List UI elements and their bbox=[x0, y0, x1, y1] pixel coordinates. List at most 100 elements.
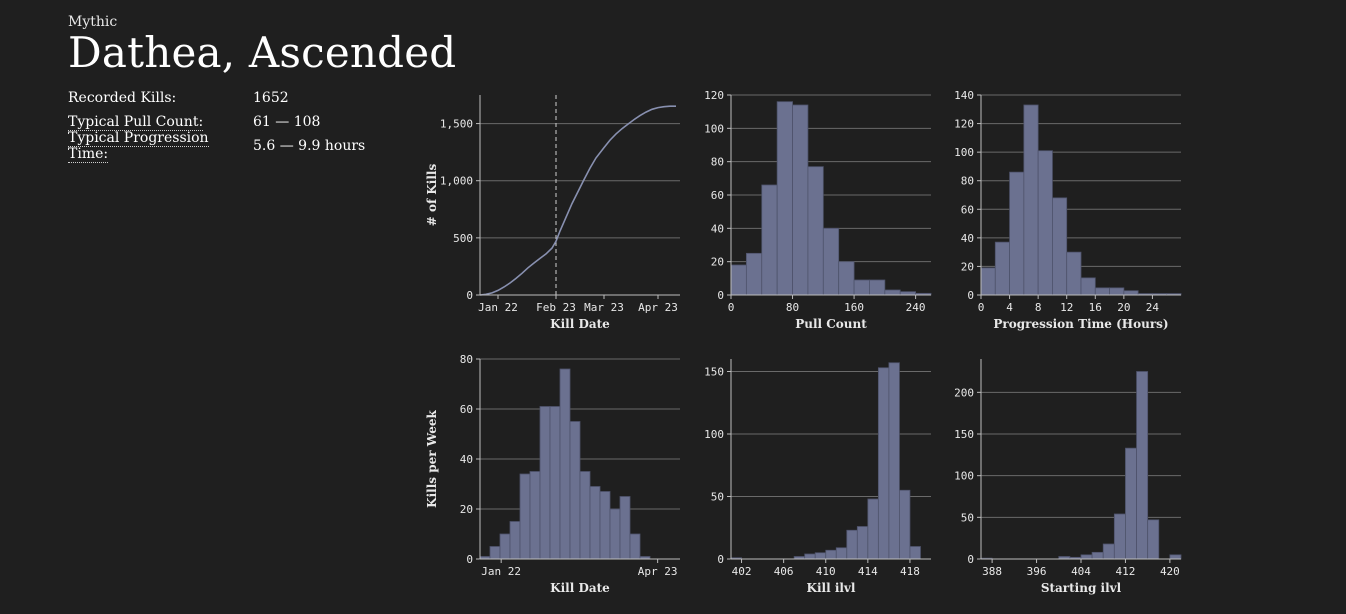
y-tick-label: 150 bbox=[704, 366, 724, 379]
y-tick-label: 40 bbox=[460, 453, 473, 466]
x-tick-label: 420 bbox=[1160, 565, 1180, 578]
histogram-bar bbox=[569, 421, 581, 560]
histogram-bar bbox=[1023, 104, 1039, 296]
y-tick-label: 120 bbox=[954, 118, 974, 131]
histogram-bar bbox=[529, 471, 541, 560]
difficulty-label: Mythic bbox=[68, 14, 118, 30]
plot-area: 0 50 100 150 402 406 410 414 418 Kill ilvl bbox=[704, 359, 931, 595]
x-tick-label: 20 bbox=[1117, 301, 1130, 314]
summary-stats: Recorded Kills: 1652 Typical Pull Count:… bbox=[68, 86, 366, 163]
histogram-bar bbox=[853, 279, 870, 296]
stat-label-tooltip-trigger[interactable]: Typical Pull Count: bbox=[68, 114, 204, 131]
x-tick-label: Apr 23 bbox=[638, 565, 678, 578]
histogram-bar bbox=[1147, 519, 1160, 560]
y-tick-label: 1,500 bbox=[440, 118, 473, 131]
histogram-bar bbox=[792, 104, 809, 296]
histogram-bar bbox=[835, 547, 848, 560]
histogram-bar bbox=[1102, 543, 1115, 560]
chart-starting-ilvl: 0 50 100 150 200 388 396 404 412 420 Starting ilvl bbox=[954, 359, 1182, 595]
histogram-bar bbox=[609, 508, 621, 560]
stat-value: 5.6 — 9.9 hours bbox=[253, 138, 366, 154]
stat-value: 1652 bbox=[253, 90, 289, 106]
stat-label-tooltip-trigger[interactable]: Typical Progression Time: bbox=[68, 130, 209, 163]
y-tick-label: 40 bbox=[711, 222, 724, 235]
chart-kill-ilvl: 0 50 100 150 402 406 410 414 418 Kill ilvl bbox=[704, 359, 931, 595]
histogram-bar bbox=[1123, 290, 1139, 296]
y-tick-label: 20 bbox=[961, 260, 974, 273]
x-tick-label: 240 bbox=[906, 301, 926, 314]
y-tick-label: 0 bbox=[466, 289, 473, 302]
histogram-bar bbox=[1136, 371, 1149, 560]
y-tick-label: 120 bbox=[704, 89, 724, 102]
stat-recorded-kills: Recorded Kills: 1652 bbox=[68, 86, 365, 110]
histogram-bar bbox=[619, 496, 631, 560]
histogram-bar bbox=[1109, 287, 1125, 296]
x-tick-label: 0 bbox=[978, 301, 985, 314]
histogram-bar bbox=[1080, 277, 1096, 296]
histogram-bar bbox=[804, 553, 816, 560]
histogram-bar bbox=[599, 491, 611, 560]
histogram-bar bbox=[1125, 447, 1137, 560]
histogram-bar bbox=[899, 489, 911, 560]
histogram-bar bbox=[877, 367, 890, 560]
histogram-bar bbox=[629, 533, 641, 560]
plot-area: 0 500 1,000 1,500 Jan 22 Feb 23 Mar 23 Apr 23 Ki… bbox=[425, 95, 680, 331]
histogram-bar bbox=[980, 267, 996, 296]
histogram-bar bbox=[822, 227, 840, 296]
histogram-bar bbox=[1052, 197, 1068, 296]
y-tick-label: 100 bbox=[954, 146, 974, 159]
x-tick-label: Jan 22 bbox=[481, 565, 521, 578]
histogram-bar bbox=[745, 252, 763, 296]
histogram-bar bbox=[549, 406, 561, 560]
x-tick-label: 4 bbox=[1006, 301, 1013, 314]
y-tick-label: 60 bbox=[961, 203, 974, 216]
y-tick-label: 50 bbox=[961, 511, 974, 524]
y-tick-label: 80 bbox=[961, 175, 974, 188]
histogram-bar bbox=[1094, 287, 1110, 296]
histogram-bar bbox=[884, 289, 901, 296]
y-tick-label: 60 bbox=[460, 403, 473, 416]
histogram-bar bbox=[539, 406, 551, 560]
y-tick-label: 0 bbox=[717, 553, 724, 566]
histogram-bar bbox=[825, 549, 837, 560]
y-tick-label: 80 bbox=[711, 156, 724, 169]
x-axis-title: Starting ilvl bbox=[1041, 581, 1122, 595]
x-tick-label: 410 bbox=[816, 565, 836, 578]
histogram-bar bbox=[499, 533, 511, 560]
x-tick-label: 412 bbox=[1116, 565, 1136, 578]
chart-kills-per-week: 0 20 40 60 80 Jan 22 Apr 23 Kill Date Kills per … bbox=[425, 353, 680, 595]
stat-label: Recorded Kills: bbox=[68, 90, 177, 106]
x-tick-label: Apr 23 bbox=[638, 301, 678, 314]
histogram-bar bbox=[559, 368, 571, 560]
x-tick-label: 0 bbox=[728, 301, 735, 314]
x-tick-label: 414 bbox=[858, 565, 878, 578]
y-tick-label: 500 bbox=[453, 232, 473, 245]
y-tick-label: 100 bbox=[704, 428, 724, 441]
histogram-bar bbox=[1009, 171, 1025, 296]
x-tick-label: 396 bbox=[1027, 565, 1047, 578]
x-axis-title: Kill Date bbox=[550, 317, 610, 331]
y-tick-label: 80 bbox=[460, 353, 473, 366]
chart-progression-time: 0 20 40 60 80 100 120 140 0 4 8 12 16 20 24 Progression… bbox=[954, 89, 1182, 331]
histogram-bar bbox=[579, 471, 591, 560]
x-tick-label: 388 bbox=[982, 565, 1002, 578]
histogram-bar bbox=[994, 241, 1010, 296]
x-tick-label: 16 bbox=[1089, 301, 1102, 314]
y-tick-label: 60 bbox=[711, 189, 724, 202]
y-axis-title: Kills per Week bbox=[425, 409, 439, 507]
chart-pull-count: 0 20 40 60 80 100 120 0 80 160 240 Pull Count bbox=[704, 89, 932, 331]
y-tick-label: 20 bbox=[460, 503, 473, 516]
histogram-bar bbox=[846, 529, 858, 560]
histogram-bar bbox=[730, 264, 747, 296]
x-tick-label: Feb 23 bbox=[536, 301, 576, 314]
y-tick-label: 150 bbox=[954, 428, 974, 441]
x-tick-label: 418 bbox=[900, 565, 920, 578]
x-tick-label: 406 bbox=[774, 565, 794, 578]
y-tick-label: 100 bbox=[954, 470, 974, 483]
histogram-bar bbox=[838, 261, 855, 296]
x-axis-title: Kill Date bbox=[550, 581, 610, 595]
histogram-bar bbox=[1080, 554, 1093, 560]
cumulative-line bbox=[479, 105, 676, 296]
x-tick-label: 24 bbox=[1146, 301, 1160, 314]
histogram-bar bbox=[888, 362, 900, 560]
